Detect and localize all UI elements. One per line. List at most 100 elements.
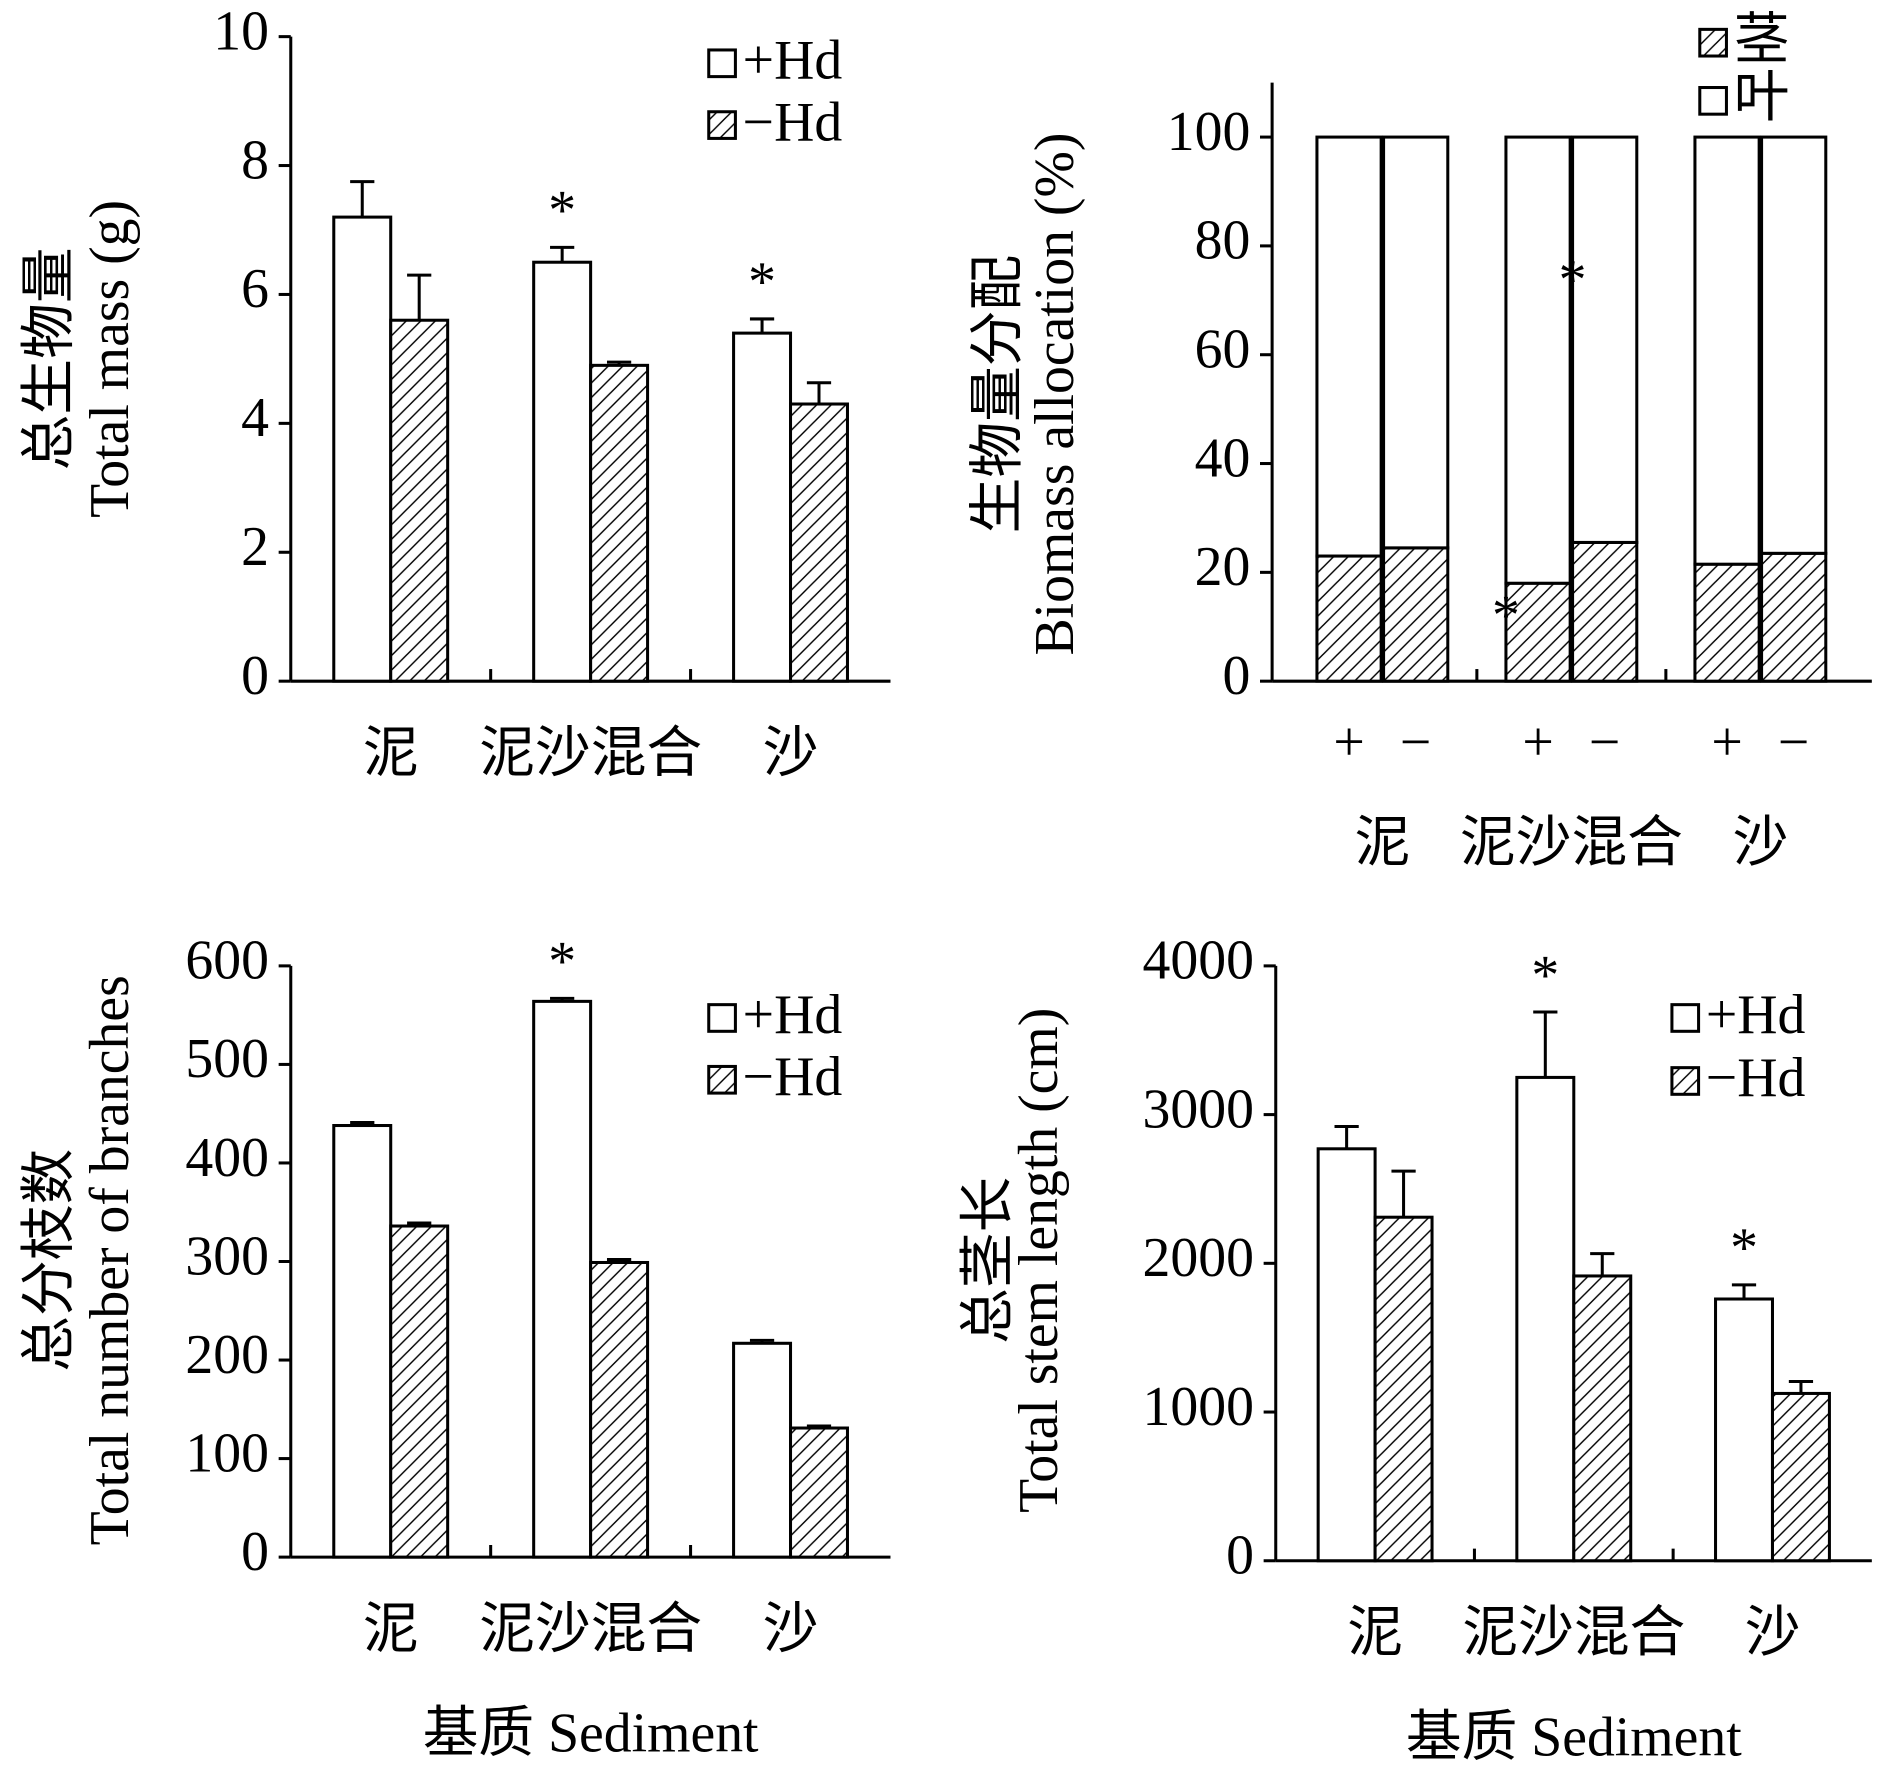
bar	[789, 1426, 849, 1559]
legend-label: +Hd	[743, 984, 843, 1046]
bar	[1515, 1075, 1576, 1563]
x-tick-label: 沙	[1745, 1602, 1801, 1664]
bar	[389, 318, 450, 683]
legend-swatch	[1670, 1003, 1701, 1033]
y-tick-label: 20	[1195, 536, 1251, 598]
x-tick-label: +	[1522, 712, 1553, 774]
bar-segment	[1571, 540, 1639, 683]
y-tick-label: 3000	[1143, 1078, 1254, 1140]
y-tick-label: 100	[185, 1422, 269, 1484]
legend-label: −Hd	[1706, 1047, 1806, 1109]
bar-segment	[1382, 546, 1450, 683]
legend-label: −Hd	[743, 91, 843, 153]
bar	[389, 1224, 450, 1559]
y-tick-label: 8	[241, 129, 269, 191]
x-tick-label: +	[1711, 712, 1742, 774]
y-tick-label: 400	[185, 1127, 269, 1189]
y-tick-label: 4	[241, 387, 269, 449]
significance-mark: *	[548, 931, 576, 993]
y-tick-label: 300	[185, 1225, 269, 1287]
legend-swatch	[707, 110, 737, 140]
legend-label: 茎	[1734, 9, 1790, 71]
y-tick-label: 1000	[1143, 1376, 1254, 1438]
bar	[732, 1341, 793, 1559]
y-tick-label: 0	[1226, 1525, 1254, 1587]
y-axis-label: 生物量分配	[967, 255, 1029, 534]
x-tick-label: −	[1400, 712, 1431, 774]
y-axis-label: Total mass (g)	[79, 200, 141, 518]
legend-swatch	[1698, 27, 1728, 58]
y-tick-label: 6	[241, 258, 269, 320]
group-label: 泥	[1355, 812, 1411, 874]
x-tick-label: 沙	[763, 723, 819, 785]
bar	[1770, 1391, 1831, 1563]
x-tick-label: 泥	[1347, 1602, 1403, 1664]
bar	[789, 402, 849, 683]
bar	[732, 331, 793, 683]
x-tick-label: −	[1778, 712, 1809, 774]
y-axis-label: Total number of branches	[79, 975, 141, 1545]
y-axis-label: 总茎长	[957, 1177, 1019, 1344]
y-tick-label: 0	[1222, 645, 1250, 707]
x-tick-label: 泥沙混合	[1462, 1602, 1685, 1664]
y-axis-label: 总分枝数	[18, 1149, 80, 1372]
legend-label: +Hd	[1706, 984, 1806, 1046]
bar-segment	[1760, 551, 1828, 683]
group-label: 沙	[1733, 812, 1789, 874]
x-tick-label: 泥沙混合	[479, 1598, 702, 1660]
group-label: 泥沙混合	[1460, 812, 1683, 874]
y-tick-label: 80	[1195, 210, 1251, 272]
y-tick-label: 10	[213, 0, 269, 62]
y-tick-label: 600	[185, 930, 269, 992]
y-tick-label: 0	[241, 1521, 269, 1583]
bar	[589, 1260, 650, 1559]
y-tick-label: 2000	[1143, 1227, 1254, 1289]
y-tick-label: 500	[185, 1028, 269, 1090]
bar	[1316, 1147, 1377, 1563]
legend-label: +Hd	[743, 30, 843, 92]
y-axis-label: 总生物量	[18, 247, 80, 470]
x-tick-label: −	[1589, 712, 1620, 774]
x-tick-label: 泥	[363, 723, 419, 785]
bar	[589, 363, 650, 683]
bar	[332, 1124, 393, 1559]
y-tick-label: 0	[241, 645, 269, 707]
bar	[1572, 1274, 1633, 1563]
significance-mark: *	[1531, 944, 1559, 1006]
legend-label: −Hd	[743, 1046, 843, 1108]
significance-mark: *	[1559, 249, 1587, 311]
legend-swatch	[707, 1064, 737, 1095]
legend-swatch	[707, 48, 737, 79]
y-tick-label: 40	[1195, 427, 1251, 489]
bar	[1373, 1215, 1434, 1563]
y-axis-label: Total stem length (cm)	[1008, 1008, 1070, 1513]
bar-segment	[1760, 135, 1828, 555]
bar	[1714, 1297, 1774, 1563]
x-axis-label: 基质 Sediment	[423, 1703, 759, 1765]
x-tick-label: +	[1333, 712, 1364, 774]
bar-segment	[1693, 562, 1761, 683]
bar-segment	[1504, 581, 1572, 683]
legend-swatch	[1698, 86, 1728, 116]
significance-mark: *	[748, 251, 776, 313]
x-tick-label: 泥	[363, 1598, 419, 1660]
legend-swatch	[1670, 1066, 1701, 1096]
y-tick-label: 100	[1167, 101, 1251, 163]
y-tick-label: 2	[241, 516, 269, 578]
bar-segment	[1693, 135, 1761, 566]
x-axis-label: 基质 Sediment	[1406, 1706, 1742, 1767]
x-tick-label: 泥沙混合	[479, 723, 702, 785]
y-tick-label: 4000	[1143, 930, 1254, 992]
significance-mark: *	[1492, 584, 1520, 646]
significance-mark: *	[1730, 1217, 1758, 1279]
y-axis-label: Biomass allocation (%)	[1024, 133, 1086, 656]
y-tick-label: 200	[185, 1324, 269, 1386]
legend-label: 叶	[1734, 67, 1790, 129]
bar	[532, 999, 593, 1559]
significance-mark: *	[548, 180, 576, 242]
bar-segment	[1315, 135, 1383, 558]
y-tick-label: 60	[1195, 319, 1251, 381]
bar	[332, 215, 393, 683]
